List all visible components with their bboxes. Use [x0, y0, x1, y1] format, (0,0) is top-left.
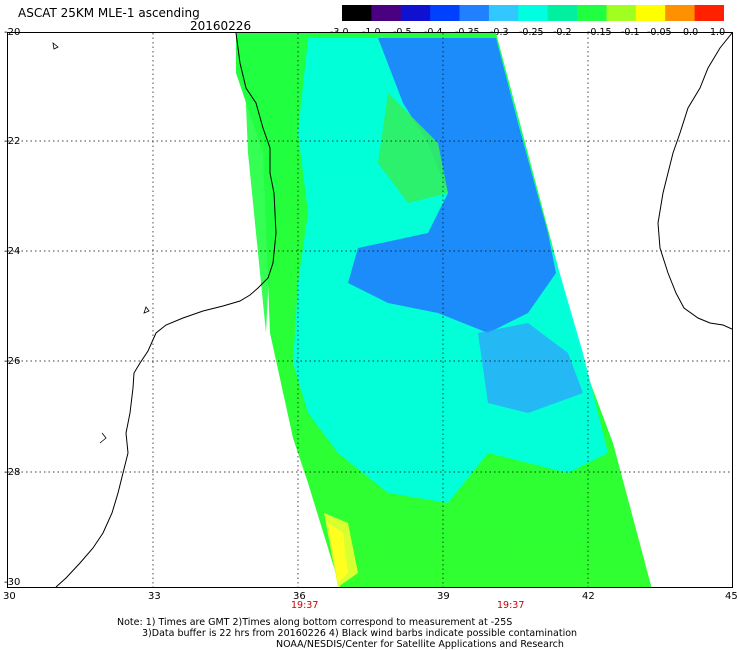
- colorbar-segment: [577, 5, 607, 21]
- lon-label: 36: [293, 591, 306, 602]
- colorbar-segment: [606, 5, 637, 21]
- coastline-mozambique: [55, 33, 277, 587]
- note-line-1: Note: 1) Times are GMT 2)Times along bot…: [117, 617, 513, 628]
- swath-blue-region: [478, 323, 583, 413]
- coastline-madagascar: [657, 33, 732, 330]
- colorbar-segment: [400, 5, 431, 21]
- coastline-island: [143, 306, 150, 314]
- lat-label: -22: [4, 136, 21, 147]
- colorbar-segment: [371, 5, 402, 21]
- colorbar-segment: [694, 5, 724, 21]
- product-title: ASCAT 25KM MLE-1 ascending: [18, 6, 200, 20]
- time-label: 19:37: [291, 600, 319, 611]
- lat-label: -20: [4, 27, 21, 38]
- lon-label: 42: [582, 591, 595, 602]
- colorbar-segment: [488, 5, 519, 21]
- lat-label: -28: [4, 467, 21, 478]
- colorbar-segment: [518, 5, 549, 21]
- colorbar-segment: [459, 5, 490, 21]
- product-date: 20160226: [190, 19, 252, 33]
- coastline-island: [52, 42, 59, 50]
- swath-yellow-region: [328, 523, 348, 583]
- swath-green-region: [243, 33, 308, 333]
- colorbar-segment: [665, 5, 696, 21]
- lat-label: -24: [4, 246, 21, 257]
- colorbar-segment: [635, 5, 666, 21]
- lat-label: -26: [4, 356, 21, 367]
- colorbar-segment: [342, 5, 372, 21]
- grid-lines: [8, 33, 732, 587]
- swath-blue-region: [348, 38, 556, 333]
- map-plot: [8, 33, 732, 587]
- colorbar: [342, 5, 724, 21]
- lon-label: 33: [148, 591, 161, 602]
- lon-label: 45: [725, 591, 738, 602]
- colorbar-segment: [547, 5, 578, 21]
- time-label: 19:37: [497, 600, 525, 611]
- note-line-2: 3)Data buffer is 22 hrs from 20160226 4)…: [142, 628, 578, 639]
- lon-label: 39: [437, 591, 450, 602]
- lat-label: -30: [4, 577, 21, 588]
- swath-green-region: [378, 93, 448, 203]
- map-frame: [7, 32, 733, 588]
- lon-label: 30: [3, 591, 16, 602]
- coastline-island: [99, 432, 107, 444]
- note-line-3: NOAA/NESDIS/Center for Satellite Applica…: [276, 639, 564, 650]
- colorbar-segment: [430, 5, 461, 21]
